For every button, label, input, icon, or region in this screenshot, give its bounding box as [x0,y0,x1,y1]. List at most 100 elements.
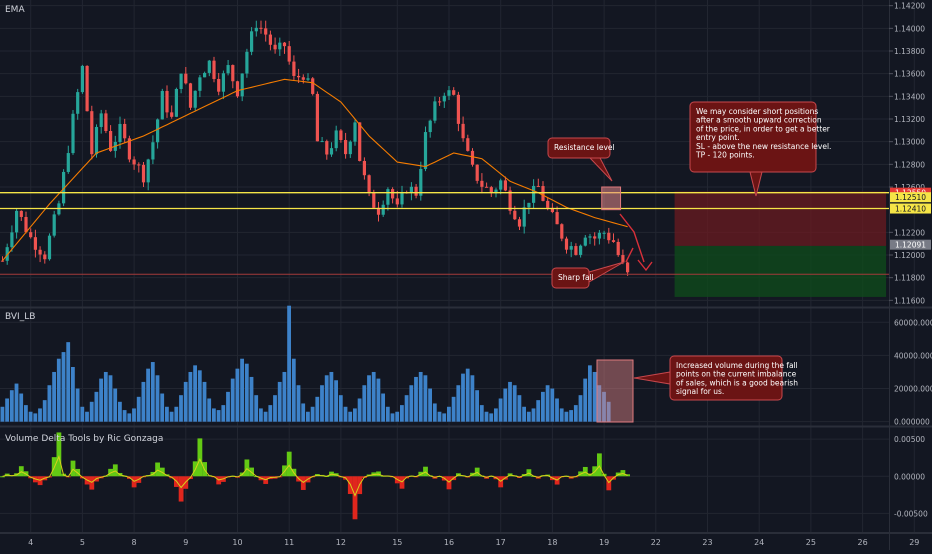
volume-bar [273,395,277,422]
sharp-fall-callout[interactable]: Sharp fall [551,261,625,289]
fall-arrow-head[interactable] [637,259,653,272]
candle-body [264,28,268,35]
volume-bar [38,408,42,422]
candle-body [90,111,94,155]
candle [395,190,399,208]
volume-bar [197,370,202,422]
resistance-box[interactable] [601,186,622,211]
volume-bar [169,411,174,422]
candle [419,161,423,201]
candle [532,179,536,209]
candle-body [76,92,80,114]
candle [409,182,413,201]
candle-body [221,73,225,92]
candle [10,225,14,252]
candle-body [127,138,131,160]
candle-body [574,246,578,255]
time-tick-label: 9 [183,538,188,547]
volume-bar [108,375,113,422]
middle-level-tag-box [890,192,931,203]
volume-bar [385,406,390,422]
delta-bar [300,476,306,490]
candle-body [583,237,587,246]
volume-bar [597,385,602,422]
candle-body [5,247,9,261]
volume-bar [99,378,103,422]
volume-bar [522,406,526,422]
volume-bar [578,395,583,422]
candle [376,201,381,222]
candle [226,59,230,76]
fall-arrow-a[interactable] [619,213,645,263]
candle [391,187,395,204]
volume-pane-title[interactable]: BVI_LB [5,312,35,322]
trade-zones [674,191,887,297]
candle [475,164,479,184]
middle-level-tag-text: 1.12510 [895,193,926,202]
delta-tick-label: 0.00500 [894,435,925,444]
delta-pane-title[interactable]: Volume Delta Tools by Ric Gonzaga [5,434,163,444]
candle [217,72,221,96]
volume-bar [588,365,592,422]
candle-body [268,34,272,45]
candle-body [24,216,28,233]
stop-loss-zone [674,191,887,246]
volume-note-text-line: signal for us. [676,387,724,396]
fall-arrow-b[interactable] [625,247,634,263]
fall-arrow-b-shaft [625,247,634,263]
volume-bar [536,400,541,422]
candle [499,178,503,195]
candle-body [485,186,489,188]
volume-bar [428,388,432,422]
candle-body [414,186,418,196]
volume-bar [0,406,5,422]
delta-bar [399,476,405,489]
strategy-note-text-line: SL - above the new resistance level. [696,142,831,151]
volume-bar [437,411,442,422]
price-tick-label: 1.11600 [894,296,925,305]
price-tick-label: 1.13400 [894,92,925,101]
candle-body [94,126,99,155]
resistance-level-callout[interactable]: Resistance level [547,137,615,182]
volume-bar [409,385,414,422]
candle-body [320,141,324,143]
candle-body [52,214,56,236]
candle [348,140,352,158]
candle [156,118,160,149]
price-pane-title[interactable]: EMA [5,5,25,15]
volume-bar [150,362,155,422]
candle [485,182,489,188]
candle [254,20,258,37]
candle [452,87,456,96]
volume-bar [19,393,24,422]
delta-tick-label: 0.00000 [894,472,925,481]
candle-body [240,73,244,97]
volume-bar [306,411,310,422]
volume-bar [122,410,127,422]
candle [423,126,428,172]
volume-bar [282,371,287,422]
volume-bar [127,413,132,422]
candle-body [273,44,277,50]
annotations-layer[interactable]: Resistance level Sharp fall We may conside… [547,101,831,423]
candle-body [442,95,446,102]
volume-highlight-box[interactable] [596,359,634,423]
candle-body [151,142,155,160]
candle-body [287,46,291,62]
candle [52,210,56,238]
candle [0,256,5,262]
volume-bar [118,401,122,422]
delta-bar [89,476,95,490]
volume-bar [461,373,465,422]
time-tick-label: 11 [284,538,294,547]
middle-level-tag: 1.12510 [890,192,931,203]
volume-bar [235,368,240,422]
fall-arrow-a-shaft [619,213,645,263]
volume-bar [52,371,56,422]
horizontal-levels[interactable] [0,192,889,275]
candle-body [66,153,70,172]
